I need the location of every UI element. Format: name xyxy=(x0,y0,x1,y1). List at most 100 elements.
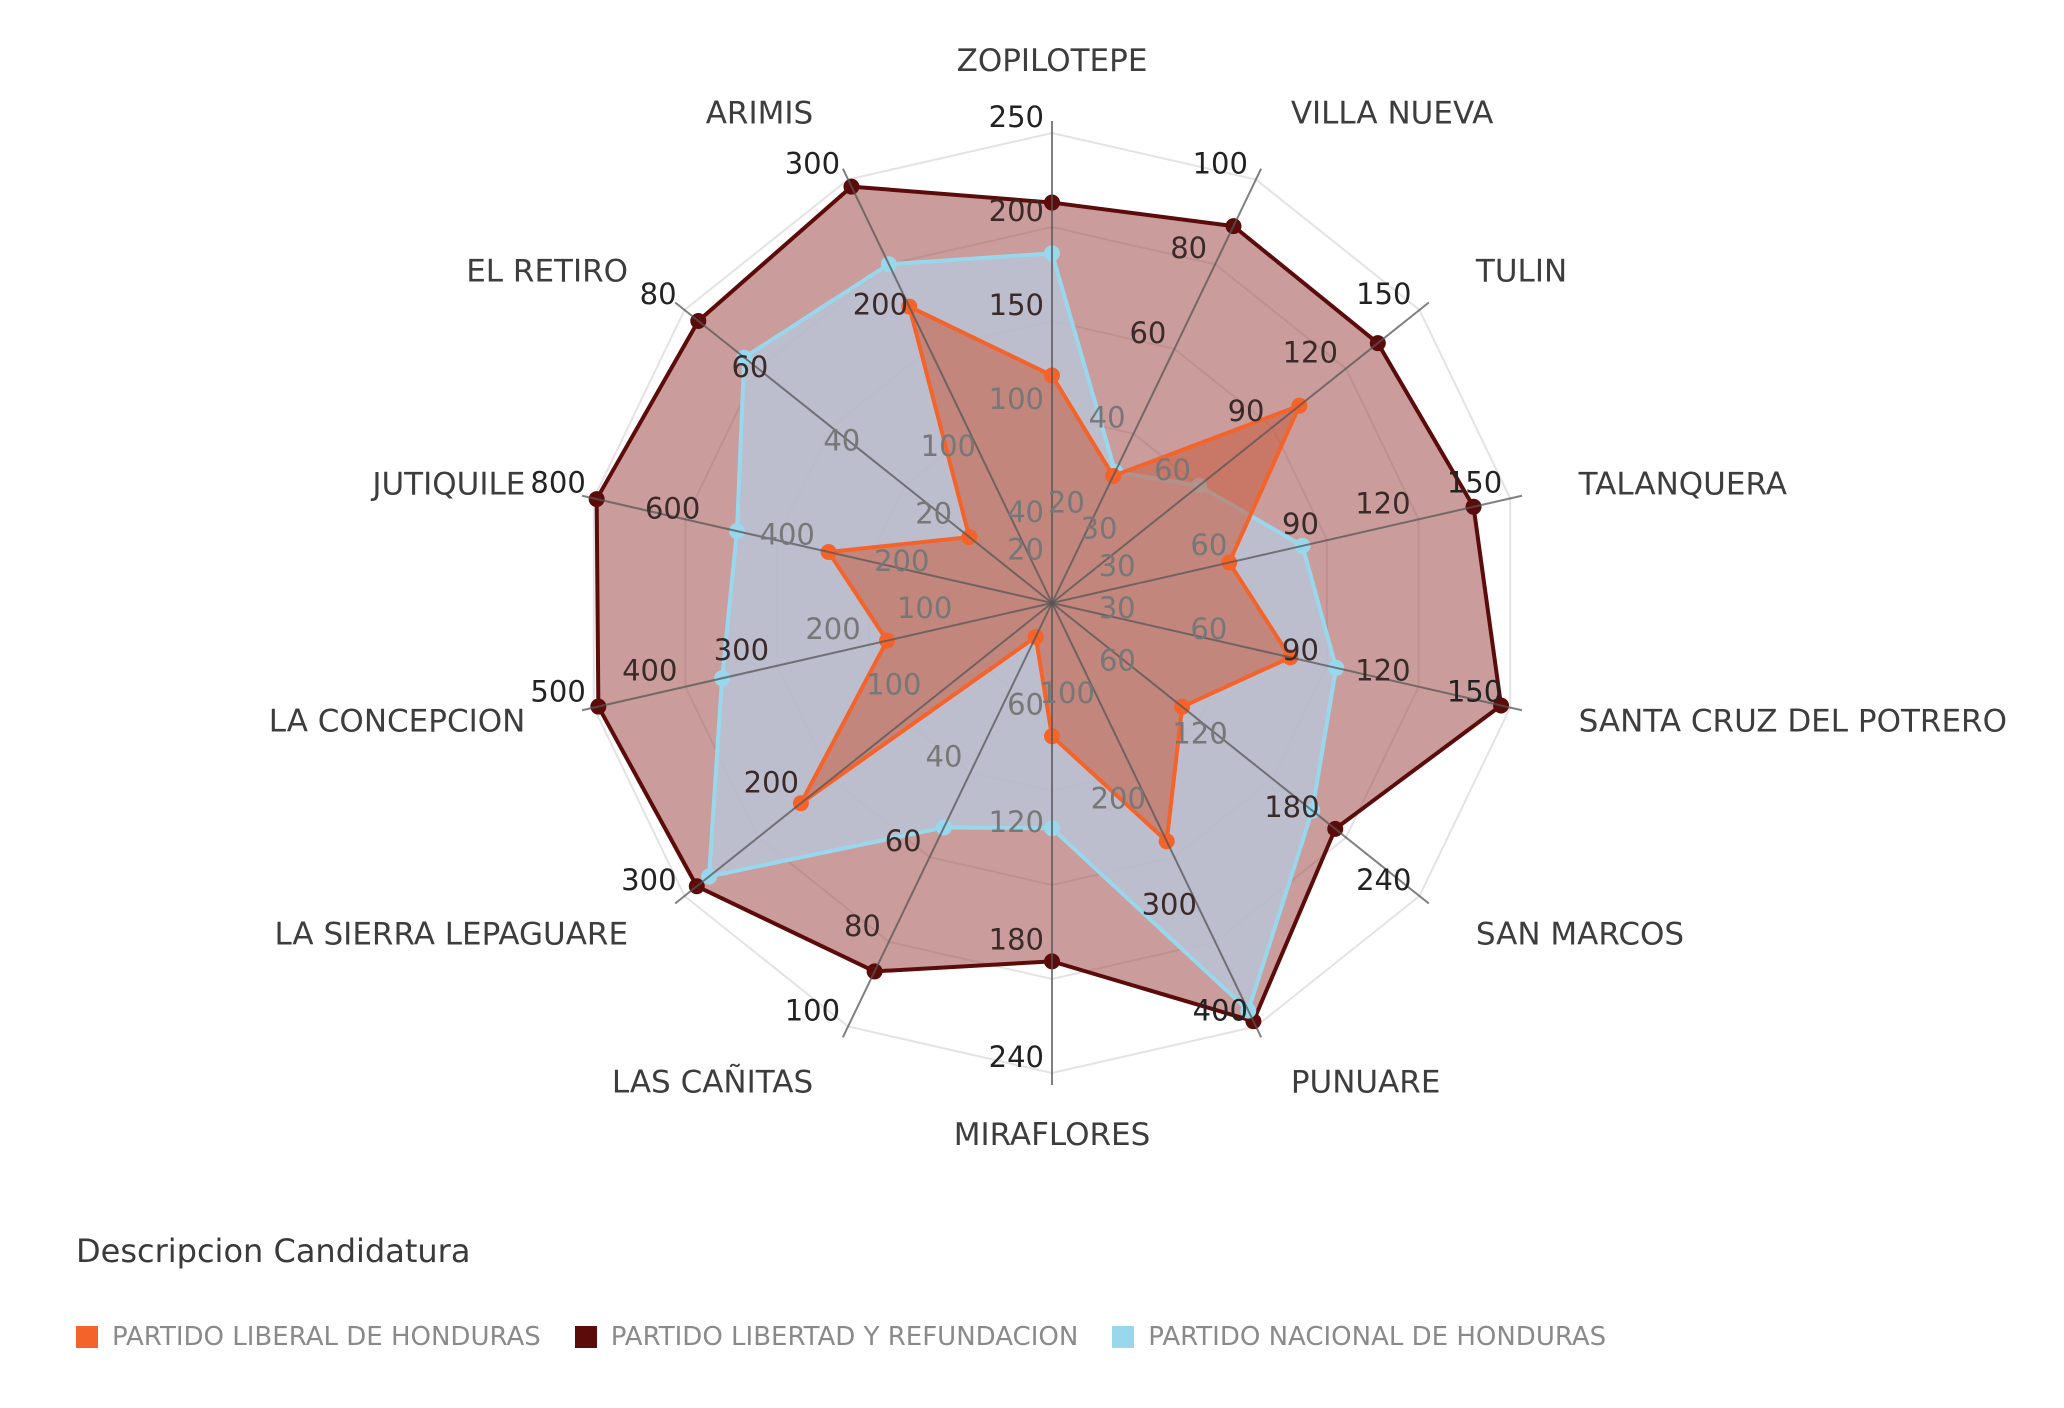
tick-label: 150 xyxy=(1447,675,1502,709)
tick-label: 120 xyxy=(1172,717,1227,751)
tick-label: 80 xyxy=(844,909,881,943)
tick-label: 30 xyxy=(1081,511,1118,545)
tick-label: 150 xyxy=(1447,465,1502,499)
category-label: TALANQUERA xyxy=(1578,467,1787,503)
tick-label: 200 xyxy=(853,288,908,322)
tick-label: 300 xyxy=(714,633,769,667)
legend-label-liberal: PARTIDO LIBERAL DE HONDURAS xyxy=(112,1322,541,1352)
axis-spoke-13 xyxy=(674,301,1053,604)
tick-label: 60 xyxy=(1190,528,1227,562)
tick-label: 100 xyxy=(866,668,921,702)
tick-label: 200 xyxy=(744,765,799,799)
axis-spoke-5 xyxy=(1051,602,1523,712)
tick-label: 30 xyxy=(1099,549,1136,583)
tick-label: 200 xyxy=(1091,782,1146,816)
tick-label: 40 xyxy=(1007,495,1044,529)
tick-label: 200 xyxy=(805,612,860,646)
tick-label: 240 xyxy=(989,1040,1044,1074)
axis-spoke-14 xyxy=(841,168,1053,604)
tick-label: 120 xyxy=(1355,654,1410,688)
category-label: VILLA NUEVA xyxy=(1291,96,1494,132)
tick-label: 400 xyxy=(622,654,677,688)
tick-label: 180 xyxy=(1264,790,1319,824)
tick-label: 200 xyxy=(874,544,929,578)
axis-spoke-12 xyxy=(581,494,1053,604)
tick-label: 120 xyxy=(989,805,1044,839)
tick-label: 40 xyxy=(823,423,860,457)
axis-spoke-4 xyxy=(1051,494,1523,604)
legend-swatch-nacional xyxy=(1112,1326,1135,1348)
legend-swatch-liberal xyxy=(76,1326,98,1348)
category-label: TULIN xyxy=(1475,253,1567,289)
tick-label: 90 xyxy=(1228,394,1265,428)
tick-label: 100 xyxy=(989,382,1044,416)
tick-label: 100 xyxy=(785,993,840,1027)
tick-label: 800 xyxy=(530,465,585,499)
legend-label-libre: PARTIDO LIBERTAD Y REFUNDACION xyxy=(610,1322,1079,1352)
legend-item-liberal[interactable]: PARTIDO LIBERAL DE HONDURAS xyxy=(76,1322,541,1352)
tick-label: 80 xyxy=(1170,231,1207,265)
tick-label: 100 xyxy=(1193,147,1248,181)
axis-spoke-9 xyxy=(841,602,1053,1038)
tick-label: 120 xyxy=(1283,336,1338,370)
category-label: ZOPILOTEPE xyxy=(957,43,1148,79)
tick-label: 100 xyxy=(897,591,952,625)
tick-label: 200 xyxy=(989,194,1044,228)
tick-label: 300 xyxy=(785,147,840,181)
tick-label: 250 xyxy=(989,100,1044,134)
tick-label: 150 xyxy=(1356,277,1411,311)
tick-label: 60 xyxy=(1154,453,1191,487)
tick-label: 30 xyxy=(1099,591,1136,625)
category-label: LA CONCEPCION xyxy=(269,703,526,739)
tick-label: 20 xyxy=(915,497,952,531)
radar-chart: 2040100150200250204060801003060901201503… xyxy=(269,43,2007,1153)
legend-label-nacional: PARTIDO NACIONAL DE HONDURAS xyxy=(1148,1322,1607,1352)
tick-label: 120 xyxy=(1355,486,1410,520)
axis-spoke-10 xyxy=(674,602,1053,905)
tick-label: 60 xyxy=(1007,688,1044,722)
legend-item-nacional[interactable]: PARTIDO NACIONAL DE HONDURAS xyxy=(1112,1322,1606,1352)
axis-spoke-7 xyxy=(1051,602,1263,1038)
legend-swatch-libre xyxy=(574,1326,597,1348)
tick-label: 40 xyxy=(926,739,963,773)
tick-label: 20 xyxy=(1048,485,1085,519)
axis-spoke-3 xyxy=(1051,301,1430,604)
category-label: MIRAFLORES xyxy=(954,1117,1151,1153)
tick-label: 40 xyxy=(1089,401,1126,435)
axis-spoke-6 xyxy=(1051,602,1430,905)
tick-label: 60 xyxy=(885,824,922,858)
tick-label: 400 xyxy=(1193,993,1248,1027)
legend-item-libre[interactable]: PARTIDO LIBERTAD Y REFUNDACION xyxy=(574,1322,1079,1352)
tick-label: 90 xyxy=(1282,633,1319,667)
tick-label: 240 xyxy=(1356,863,1411,897)
tick-label: 60 xyxy=(1099,643,1136,677)
category-label: EL RETIRO xyxy=(466,253,628,289)
legend-items: PARTIDO LIBERAL DE HONDURAS PARTIDO LIBE… xyxy=(76,1322,1640,1352)
category-label: JUTIQUILE xyxy=(370,467,525,503)
category-label: SANTA CRUZ DEL POTRERO xyxy=(1579,703,2007,739)
legend-title: Descripcion Candidatura xyxy=(76,1232,471,1270)
tick-label: 60 xyxy=(1190,612,1227,646)
tick-label: 100 xyxy=(921,429,976,463)
category-label: LA SIERRA LEPAGUARE xyxy=(274,917,628,953)
tick-label: 300 xyxy=(621,863,676,897)
category-label: LAS CAÑITAS xyxy=(612,1064,813,1100)
tick-label: 600 xyxy=(645,492,700,526)
tick-label: 180 xyxy=(989,923,1044,957)
category-label: SAN MARCOS xyxy=(1476,917,1684,953)
tick-label: 90 xyxy=(1282,507,1319,541)
tick-label: 20 xyxy=(1007,532,1044,566)
category-label: ARIMIS xyxy=(706,96,813,132)
tick-label: 60 xyxy=(731,350,768,384)
tick-label: 60 xyxy=(1129,316,1166,350)
tick-label: 400 xyxy=(760,518,815,552)
legend: Descripcion Candidatura PARTIDO LIBERAL … xyxy=(76,1232,1640,1352)
tick-label: 80 xyxy=(640,277,677,311)
category-label: PUNUARE xyxy=(1291,1064,1441,1100)
axis-spoke-2 xyxy=(1051,168,1263,604)
tick-label: 300 xyxy=(1142,888,1197,922)
tick-label: 500 xyxy=(530,675,585,709)
axis-spoke-11 xyxy=(581,602,1053,712)
tick-label: 150 xyxy=(989,288,1044,322)
tick-label: 100 xyxy=(1040,676,1095,710)
